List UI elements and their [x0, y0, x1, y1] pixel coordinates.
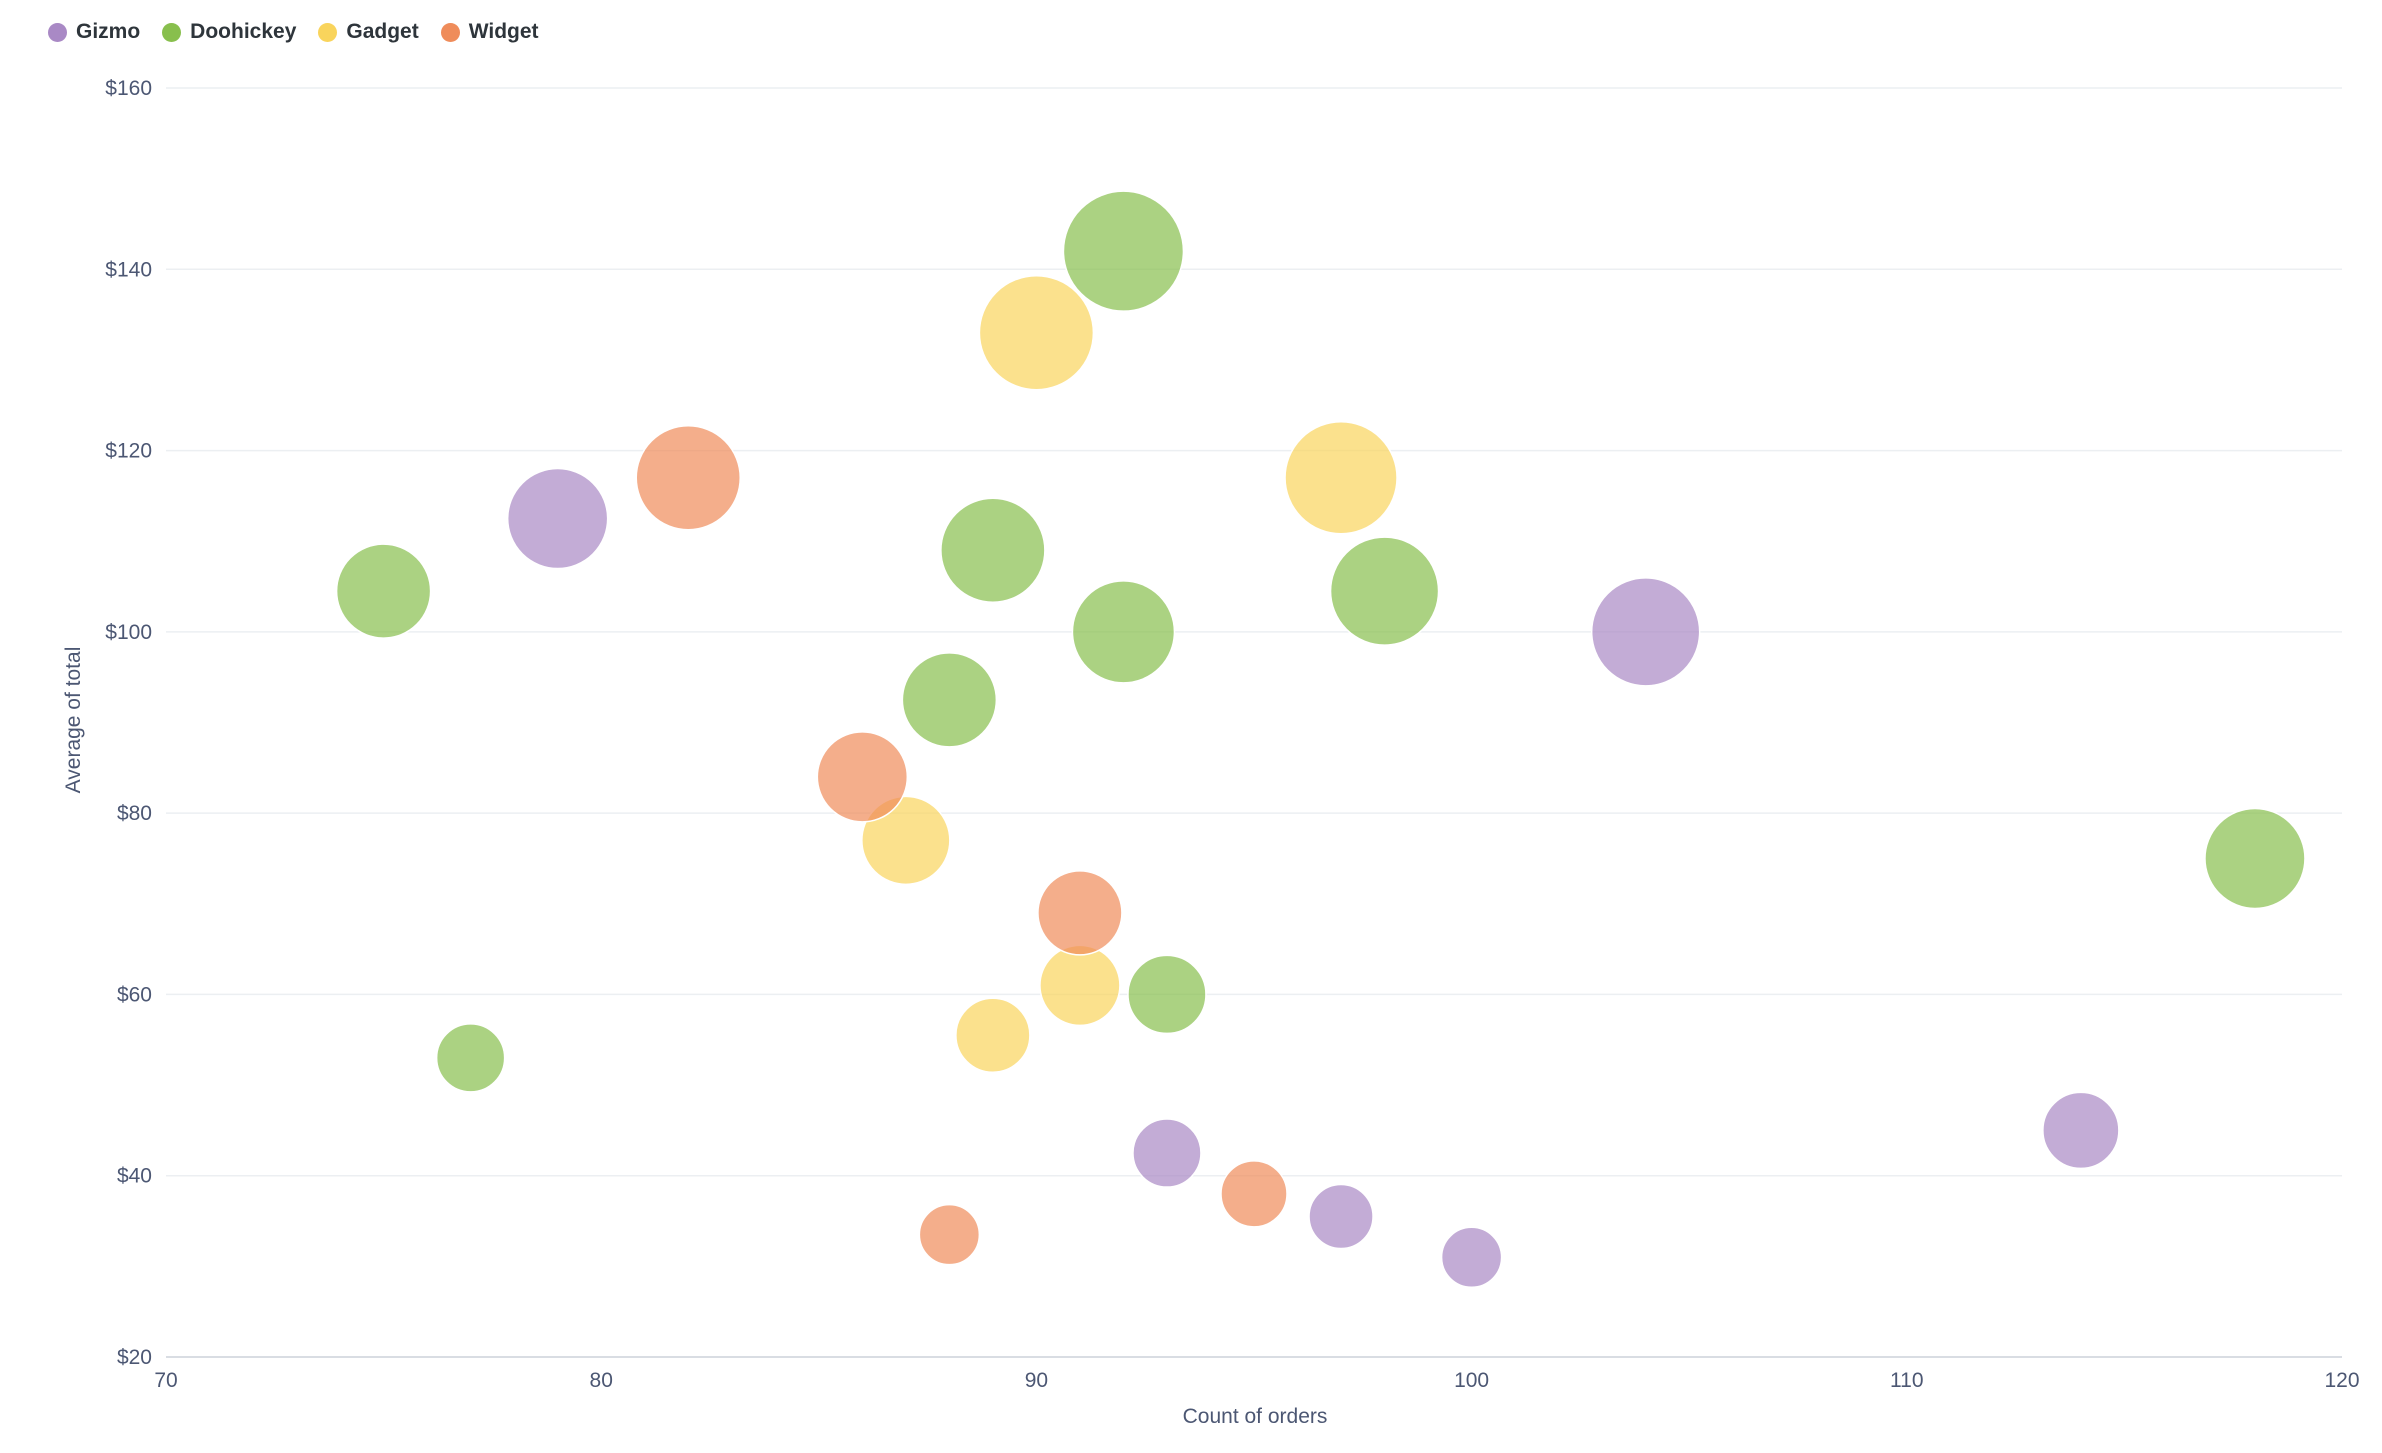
bubble-widget[interactable]: [1037, 870, 1123, 956]
x-tick-label: 120: [2324, 1369, 2359, 1392]
bubble-gizmo[interactable]: [1132, 1118, 1202, 1188]
y-tick-label: $20: [117, 1346, 152, 1369]
bubble-doohickey[interactable]: [1329, 536, 1440, 646]
bubble-widget[interactable]: [918, 1203, 981, 1266]
bubble-gizmo[interactable]: [1590, 577, 1701, 687]
bubble-doohickey[interactable]: [335, 543, 432, 639]
legend-label-doohickey: Doohickey: [190, 20, 297, 43]
y-tick-label: $100: [105, 621, 152, 644]
y-tick-label: $60: [117, 983, 152, 1006]
y-tick-label: $140: [105, 258, 152, 281]
x-tick-label: 90: [1025, 1369, 1048, 1392]
bubble-gadget[interactable]: [1039, 944, 1121, 1027]
legend-item-doohickey[interactable]: Doohickey: [162, 20, 296, 44]
bubble-gadget[interactable]: [1284, 421, 1398, 535]
bubble-doohickey[interactable]: [1071, 580, 1176, 684]
legend-label-gizmo: Gizmo: [76, 20, 141, 43]
y-tick-label: $160: [105, 77, 152, 100]
bubble-gizmo[interactable]: [506, 467, 609, 570]
gridlines: [166, 87, 2342, 1177]
bubble-doohickey[interactable]: [1127, 954, 1207, 1035]
bubble-gizmo[interactable]: [1308, 1183, 1374, 1250]
legend-dot-widget: [440, 22, 460, 42]
bubble-doohickey[interactable]: [2204, 807, 2306, 910]
x-tick-label: 110: [1890, 1369, 1923, 1392]
y-tick-label: $80: [117, 802, 152, 825]
legend-item-gizmo[interactable]: Gizmo: [48, 20, 140, 44]
y-axis-title: Average of total: [62, 647, 85, 794]
bubble-doohickey[interactable]: [901, 652, 998, 748]
legend-item-widget[interactable]: Widget: [440, 20, 539, 44]
bubble-widget[interactable]: [816, 731, 909, 823]
bubble-widget[interactable]: [635, 425, 741, 531]
bubble-doohickey[interactable]: [435, 1023, 506, 1093]
bubble-doohickey[interactable]: [940, 497, 1046, 604]
x-tick-label: 70: [154, 1369, 177, 1392]
bubble-doohickey[interactable]: [1062, 190, 1185, 312]
bubble-gadget[interactable]: [861, 795, 951, 886]
y-tick-label: $40: [117, 1165, 152, 1188]
x-tick-label: 100: [1454, 1369, 1489, 1392]
bubble-gizmo[interactable]: [1440, 1226, 1503, 1289]
y-tick-label: $120: [105, 440, 152, 463]
legend: Gizmo Doohickey Gadget Widget: [48, 20, 539, 44]
x-axis-title: Count of orders: [1183, 1405, 1328, 1428]
axes: $20 $40 $60 $80 $100 $120 $140 $160 70 80 90 100 110…: [105, 77, 2359, 1392]
legend-dot-gizmo: [48, 22, 67, 42]
bubble-widget[interactable]: [1220, 1160, 1288, 1228]
bubble-gizmo[interactable]: [2042, 1091, 2120, 1170]
bubbles: [335, 190, 2306, 1289]
bubble-gadget[interactable]: [978, 274, 1095, 391]
legend-dot-gadget: [318, 22, 338, 42]
legend-label-widget: Widget: [468, 20, 539, 43]
legend-label-gadget: Gadget: [346, 20, 419, 43]
bubble-gadget[interactable]: [955, 997, 1031, 1073]
legend-item-gadget[interactable]: Gadget: [318, 20, 419, 44]
legend-dot-doohickey: [162, 22, 182, 42]
x-tick-label: 80: [590, 1369, 613, 1392]
